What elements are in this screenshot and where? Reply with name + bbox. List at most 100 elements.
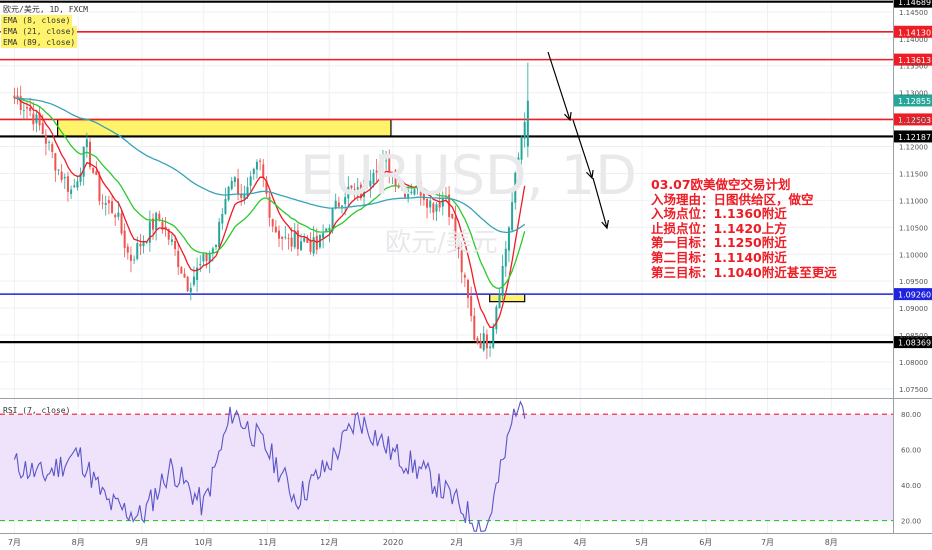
candle-body xyxy=(63,176,66,179)
candle-body xyxy=(287,238,290,239)
candle-body xyxy=(385,160,388,162)
time-tick-label: 6月 xyxy=(699,538,712,547)
time-tick-label: 8月 xyxy=(825,538,838,547)
candle-body xyxy=(309,239,312,252)
candle-body xyxy=(397,186,400,188)
rsi-tick-label: 20.00 xyxy=(901,518,921,526)
candle-body xyxy=(29,107,32,111)
arrow-shaft xyxy=(572,119,593,179)
candle-body xyxy=(126,246,129,253)
candle-body xyxy=(347,186,350,199)
time-tick-label: 2月 xyxy=(450,538,463,547)
candle-body xyxy=(300,241,303,251)
candle-body xyxy=(278,230,281,239)
candle-body xyxy=(202,253,205,262)
candle-body xyxy=(186,276,189,292)
candle-body xyxy=(438,202,441,208)
rsi-line xyxy=(13,400,526,532)
candle-body xyxy=(281,236,284,239)
level-label-bg xyxy=(894,113,932,126)
price-tick-label: 1.12000 xyxy=(899,144,928,152)
arrow-head xyxy=(564,111,572,122)
candle-body xyxy=(89,141,92,168)
candle-body xyxy=(341,205,344,207)
candle-body xyxy=(507,227,510,251)
projection-arrows xyxy=(547,51,609,230)
time-tick-label: 3月 xyxy=(510,538,523,547)
price-tick-label: 1.09000 xyxy=(899,305,928,313)
level-label: 1.09260 xyxy=(898,291,931,300)
candle-body xyxy=(435,204,438,212)
candle-body xyxy=(95,171,98,175)
candle-body xyxy=(180,267,183,274)
rsi-title: RSI (7, close) xyxy=(3,406,71,415)
legend-ema89: EMA (89, close) xyxy=(1,37,78,48)
candle-body xyxy=(158,213,161,219)
candle-body xyxy=(369,180,372,187)
rsi-tick-label: 60.00 xyxy=(901,447,921,455)
price-tick-label: 1.14500 xyxy=(899,9,928,17)
candle-body xyxy=(35,114,38,124)
trade-plan: 03.07欧美做空交易计划 入场理由：日图供给区，做空 入场点位：1.1360附… xyxy=(651,177,837,280)
candle-body xyxy=(344,197,347,205)
candle-body xyxy=(19,96,22,110)
candle-body xyxy=(85,139,88,148)
time-tick-label: 11月 xyxy=(258,538,276,547)
candle-body xyxy=(293,232,296,248)
level-label: 1.12187 xyxy=(898,133,931,142)
candle-body xyxy=(230,180,233,190)
candle-body xyxy=(233,177,236,182)
level-label: 1.12503 xyxy=(898,116,931,125)
price-tick-label: 1.11500 xyxy=(899,170,928,178)
candle-body xyxy=(252,168,255,175)
level-label-bg xyxy=(894,94,932,107)
candle-body xyxy=(350,185,353,189)
candle-body xyxy=(400,187,403,189)
candle-body xyxy=(57,169,60,171)
candle-body xyxy=(381,159,384,164)
candle-body xyxy=(419,181,422,196)
candle-body xyxy=(451,213,454,219)
trade-plan-line: 03.07欧美做空交易计划 xyxy=(651,177,791,192)
candle-body xyxy=(224,198,227,214)
arrow-shaft xyxy=(592,177,608,229)
candle-body xyxy=(372,172,375,184)
candle-body xyxy=(457,240,460,250)
candle-body xyxy=(274,226,277,233)
level-label-bg xyxy=(894,25,932,38)
level-label-bg xyxy=(894,130,932,143)
candle-body xyxy=(123,230,126,248)
candle-body xyxy=(41,122,44,134)
candle-body xyxy=(120,213,123,234)
ema-line xyxy=(14,97,526,234)
candle-body xyxy=(161,221,164,230)
time-tick-label: 9月 xyxy=(135,538,148,547)
candle-body xyxy=(454,217,457,240)
candle-body xyxy=(407,190,410,199)
candle-body xyxy=(448,194,451,217)
ema-lines xyxy=(14,97,526,328)
candle-body xyxy=(378,163,381,175)
candle-body xyxy=(517,157,520,172)
candle-body xyxy=(13,95,16,99)
candle-body xyxy=(237,178,240,195)
candle-body xyxy=(476,338,479,344)
time-tick-label: 4月 xyxy=(574,538,587,547)
time-tick-label: 5月 xyxy=(635,538,648,547)
candle-body xyxy=(255,161,258,170)
candle-body xyxy=(375,170,378,173)
candle-body xyxy=(482,333,485,351)
candle-body xyxy=(473,315,476,340)
price-tick-label: 1.12500 xyxy=(899,117,928,125)
candle-body xyxy=(504,248,507,267)
price-tick-label: 1.09500 xyxy=(899,278,928,286)
candle-body xyxy=(363,179,366,198)
price-tick-label: 1.13500 xyxy=(899,63,928,71)
candle-body xyxy=(306,237,309,243)
candle-body xyxy=(511,202,514,231)
candle-body xyxy=(117,212,120,217)
candle-body xyxy=(479,341,482,349)
ema-line xyxy=(14,97,526,290)
candle-body xyxy=(262,164,265,178)
level-label: 1.13613 xyxy=(898,56,931,65)
